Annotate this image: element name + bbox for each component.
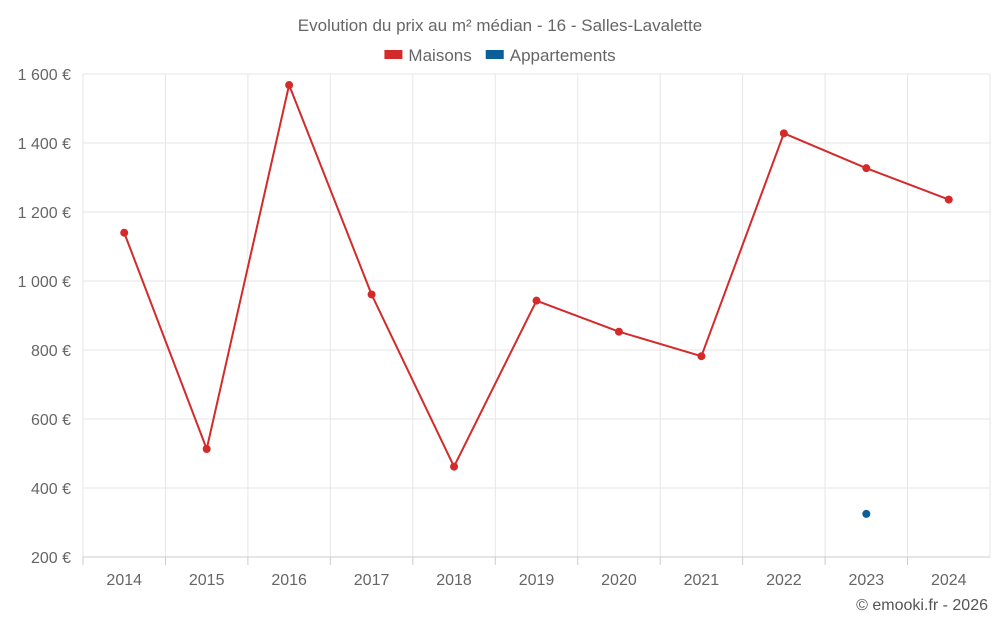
axes: 200 € 400 € 600 € 800 € 1 000 € 1 200 € 1 400 …	[18, 67, 990, 589]
x-tick-label: 2024	[931, 572, 967, 589]
x-tick-label: 2017	[354, 572, 390, 589]
data-point-appartements[interactable]	[862, 509, 871, 518]
data-point-maisons[interactable]	[697, 352, 706, 361]
data-point-maisons[interactable]	[285, 81, 294, 90]
data-point-maisons[interactable]	[450, 462, 459, 471]
x-tick-label: 2016	[271, 572, 307, 589]
legend-swatch-appartements	[485, 50, 504, 59]
credit-text: © emooki.fr - 2026	[856, 597, 988, 614]
data-point-maisons[interactable]	[862, 164, 871, 173]
x-tick-label: 2021	[684, 572, 720, 589]
y-tick-label: 1 600 €	[18, 67, 71, 84]
x-tick-label: 2019	[519, 572, 555, 589]
chart-title: Evolution du prix au m² médian - 16 - Sa…	[298, 16, 702, 35]
data-point-maisons[interactable]	[779, 129, 788, 138]
data-point-maisons[interactable]	[944, 195, 953, 204]
y-tick-label: 200 €	[31, 550, 71, 567]
x-tick-label: 2018	[436, 572, 472, 589]
legend-label-appartements[interactable]: Appartements	[510, 46, 616, 65]
x-tick-label: 2022	[766, 572, 802, 589]
data-point-maisons[interactable]	[614, 327, 623, 336]
y-tick-label: 1 000 €	[18, 274, 71, 291]
x-tick-label: 2023	[849, 572, 885, 589]
y-tick-label: 1 200 €	[18, 205, 71, 222]
legend-swatch-maisons	[384, 50, 403, 59]
x-tick-label: 2014	[106, 572, 142, 589]
y-tick-label: 800 €	[31, 343, 71, 360]
data-point-maisons[interactable]	[532, 296, 541, 305]
y-tick-label: 600 €	[31, 412, 71, 429]
data-point-maisons[interactable]	[202, 445, 211, 454]
legend-label-maisons[interactable]: Maisons	[408, 46, 471, 65]
legend: Maisons Appartements	[384, 46, 616, 65]
x-tick-label: 2020	[601, 572, 637, 589]
data-point-maisons[interactable]	[367, 290, 376, 299]
y-tick-label: 400 €	[31, 481, 71, 498]
data-point-maisons[interactable]	[120, 228, 129, 237]
y-tick-label: 1 400 €	[18, 136, 71, 153]
x-tick-label: 2015	[189, 572, 225, 589]
series	[120, 81, 953, 518]
grid	[82, 73, 991, 558]
